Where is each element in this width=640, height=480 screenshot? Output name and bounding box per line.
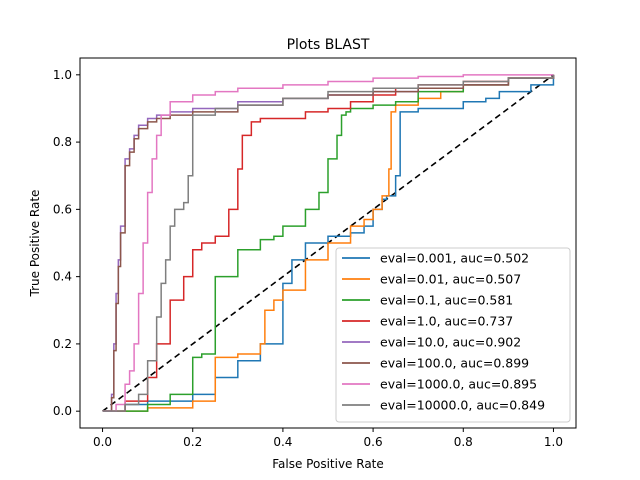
series-line-3 xyxy=(102,74,555,412)
y-tick-label: 0.4 xyxy=(53,270,72,284)
y-axis-label: True Positive Rate xyxy=(28,190,42,298)
y-tick-label: 0.8 xyxy=(53,135,72,149)
x-tick-label: 0.4 xyxy=(273,435,292,449)
legend-label-2: eval=0.01, auc=0.507 xyxy=(380,272,521,287)
plot-area xyxy=(102,74,555,412)
x-tick-label: 0.0 xyxy=(93,435,112,449)
x-tick-label: 1.0 xyxy=(544,435,563,449)
legend-label-1: eval=0.001, auc=0.502 xyxy=(380,251,529,266)
legend-label-5: eval=10.0, auc=0.902 xyxy=(380,335,521,350)
y-axis-ticks: 0.0 0.2 0.4 0.6 0.8 1.0 xyxy=(53,68,80,418)
legend-label-7: eval=1000.0, auc=0.895 xyxy=(380,377,537,392)
chart-title: Plots BLAST xyxy=(287,37,370,53)
series-line-6 xyxy=(102,74,555,412)
y-tick-label: 1.0 xyxy=(53,68,72,82)
x-axis-ticks: 0.0 0.2 0.4 0.6 0.8 1.0 xyxy=(93,428,563,449)
x-tick-label: 0.8 xyxy=(454,435,473,449)
y-tick-label: 0.0 xyxy=(53,404,72,418)
legend-box xyxy=(335,247,571,423)
legend-label-4: eval=1.0, auc=0.737 xyxy=(380,314,513,329)
y-tick-label: 0.6 xyxy=(53,202,72,216)
axes-frame xyxy=(79,57,577,429)
legend-label-3: eval=0.1, auc=0.581 xyxy=(380,293,513,308)
series-line-2 xyxy=(102,74,555,412)
series-lines xyxy=(102,74,555,412)
series-line-8 xyxy=(102,74,555,412)
y-tick-label: 0.2 xyxy=(53,337,72,351)
x-axis-label: False Positive Rate xyxy=(272,457,384,471)
legend: eval=0.001, auc=0.502 eval=0.01, auc=0.50… xyxy=(335,247,571,423)
x-tick-label: 0.6 xyxy=(364,435,383,449)
legend-label-6: eval=100.0, auc=0.899 xyxy=(380,356,529,371)
legend-label-8: eval=10000.0, auc=0.849 xyxy=(380,398,545,413)
x-tick-label: 0.2 xyxy=(183,435,202,449)
series-line-7 xyxy=(102,74,554,412)
